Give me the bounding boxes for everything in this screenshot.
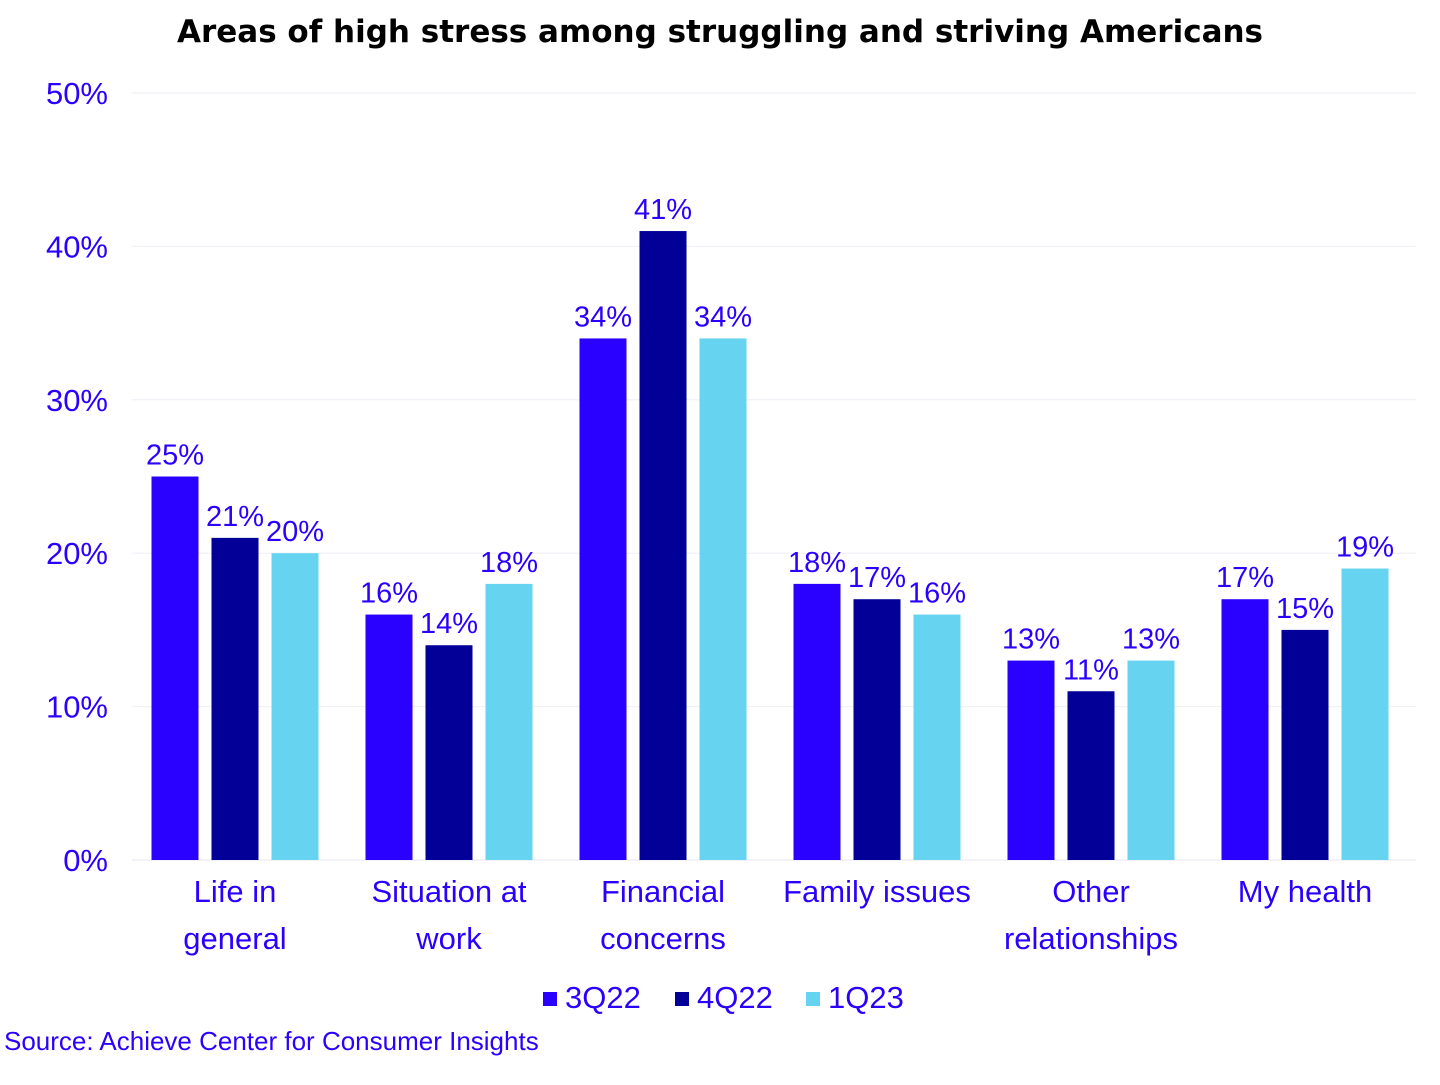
bar-4q22 [425, 645, 473, 860]
bar-1q23 [1127, 660, 1175, 860]
bar-4q22 [1281, 629, 1329, 860]
bar-4q22 [211, 537, 259, 860]
data-label: 25% [146, 440, 204, 472]
category-label: work [415, 921, 482, 956]
bar-4q22 [1067, 691, 1115, 860]
data-label: 18% [788, 547, 846, 579]
y-tick-label: 10% [46, 690, 108, 725]
bar-3q22 [793, 583, 841, 860]
data-label: 16% [360, 578, 418, 610]
y-axis-ticks: 0% 10% 20% 30% 40% 50% [46, 76, 108, 878]
y-tick-label: 50% [46, 76, 108, 111]
data-label: 17% [1216, 562, 1274, 594]
y-tick-label: 40% [46, 229, 108, 264]
bar-4q22 [853, 599, 901, 860]
bar-3q22 [579, 338, 627, 860]
bar-1q23 [913, 614, 961, 860]
bars [151, 231, 1389, 860]
bar-1q23 [485, 583, 533, 860]
legend-label: 4Q22 [697, 980, 773, 1015]
bar-1q23 [699, 338, 747, 860]
y-tick-label: 20% [46, 536, 108, 571]
legend-swatch [806, 992, 820, 1006]
data-label: 11% [1063, 654, 1119, 686]
category-label: Other [1052, 874, 1130, 909]
bar-3q22 [1007, 660, 1055, 860]
data-label: 18% [480, 547, 538, 579]
category-label: Family issues [783, 874, 971, 909]
data-label: 13% [1122, 624, 1180, 656]
data-label: 34% [694, 301, 752, 333]
data-label: 15% [1276, 593, 1334, 625]
legend: 3Q22 4Q22 1Q23 [543, 980, 904, 1015]
bar-1q23 [1341, 568, 1389, 860]
category-label: concerns [600, 921, 726, 956]
legend-swatch [675, 992, 689, 1006]
chart-title: Areas of high stress among struggling an… [177, 14, 1263, 50]
data-label: 16% [908, 578, 966, 610]
category-label: Financial [601, 874, 725, 909]
bar-3q22 [1221, 599, 1269, 860]
data-label: 20% [266, 516, 324, 548]
data-label: 14% [420, 608, 478, 640]
category-label: Life in [194, 874, 277, 909]
legend-label: 1Q23 [828, 980, 904, 1015]
data-label: 34% [574, 301, 632, 333]
data-label: 13% [1002, 624, 1060, 656]
legend-label: 3Q22 [565, 980, 641, 1015]
category-label: general [183, 921, 286, 956]
category-labels: Life in general Situation at work Financial c… [183, 874, 1372, 956]
data-label: 19% [1336, 532, 1394, 564]
data-label: 41% [634, 194, 692, 226]
data-label: 17% [848, 562, 906, 594]
bar-4q22 [639, 231, 687, 860]
y-tick-label: 0% [63, 843, 108, 878]
category-label: My health [1238, 874, 1372, 909]
category-label: relationships [1004, 921, 1178, 956]
data-label: 21% [206, 501, 264, 533]
bar-3q22 [365, 614, 413, 860]
bar-3q22 [151, 476, 199, 860]
legend-swatch [543, 992, 557, 1006]
data-labels: 25%21% 20%16%14%18%34%41%34%18% 17% 16%13%1… [146, 194, 1394, 686]
bar-1q23 [271, 553, 319, 860]
y-tick-label: 30% [46, 383, 108, 418]
source-note: Source: Achieve Center for Consumer Insi… [4, 1026, 539, 1056]
gridlines [132, 92, 1416, 861]
category-label: Situation at [371, 874, 526, 909]
